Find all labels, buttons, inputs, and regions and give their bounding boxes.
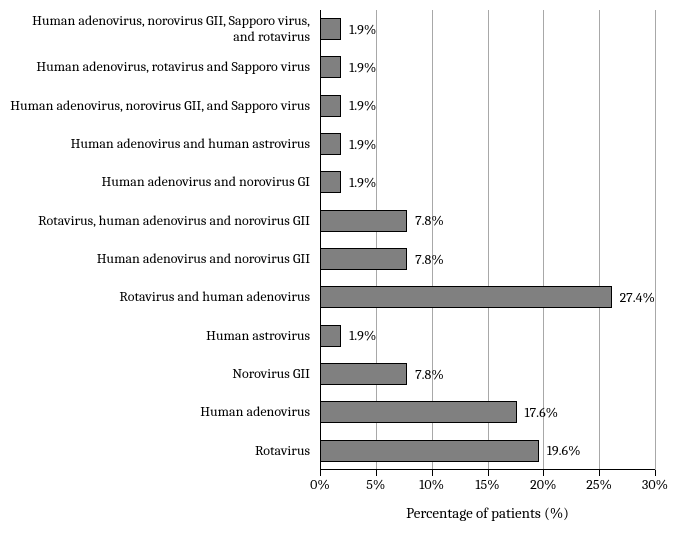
plot-area: Human adenovirus, norovirus GII, Sapporo… (320, 10, 655, 470)
category-label: Rotavirus, human adenovirus and noroviru… (10, 213, 320, 229)
chart-row: Human adenovirus and norovirus GI1.9% (320, 163, 655, 201)
x-tick-label: 0% (310, 476, 330, 493)
category-label: Human adenovirus and norovirus GI (10, 174, 320, 190)
bar (320, 440, 539, 462)
chart-row: Rotavirus19.6% (320, 432, 655, 470)
value-label: 1.9% (341, 136, 376, 153)
category-label: Norovirus GII (10, 366, 320, 382)
category-label: Human astrovirus (10, 328, 320, 344)
x-axis-ticks: 0%5%10%15%20%25%30% (320, 470, 655, 500)
bar (320, 171, 341, 193)
virus-prevalence-chart: Human adenovirus, norovirus GII, Sapporo… (0, 0, 685, 538)
category-label: Human adenovirus (10, 404, 320, 420)
value-label: 17.6% (517, 404, 559, 421)
chart-row: Rotavirus, human adenovirus and noroviru… (320, 202, 655, 240)
gridline (655, 10, 656, 470)
value-label: 7.8% (407, 366, 444, 383)
category-label: Human adenovirus and norovirus GII (10, 251, 320, 267)
value-label: 19.6% (539, 442, 581, 459)
x-tick-label: 25% (586, 476, 612, 493)
x-tick-label: 5% (366, 476, 385, 493)
value-label: 1.9% (341, 59, 376, 76)
bar (320, 210, 407, 232)
x-tick-label: 10% (419, 476, 444, 493)
value-label: 7.8% (407, 251, 444, 268)
bar (320, 18, 341, 40)
value-label: 7.8% (407, 212, 444, 229)
x-tick-label: 20% (530, 476, 556, 493)
bar (320, 248, 407, 270)
chart-row: Human adenovirus, norovirus GII, and Sap… (320, 87, 655, 125)
value-label: 27.4% (612, 289, 655, 306)
category-label: Rotavirus (10, 443, 320, 459)
category-label: Human adenovirus, norovirus GII, and Sap… (10, 98, 320, 114)
chart-row: Human astrovirus1.9% (320, 317, 655, 355)
chart-row: Human adenovirus and norovirus GII7.8% (320, 240, 655, 278)
y-axis-line (320, 10, 321, 470)
category-label: Human adenovirus, norovirus GII, Sapporo… (10, 13, 320, 45)
chart-row: Norovirus GII7.8% (320, 355, 655, 393)
bar (320, 325, 341, 347)
category-label: Human adenovirus and human astrovirus (10, 136, 320, 152)
value-label: 1.9% (341, 174, 376, 191)
category-label: Rotavirus and human adenovirus (10, 289, 320, 305)
chart-row: Human adenovirus, rotavirus and Sapporo … (320, 48, 655, 86)
bar (320, 95, 341, 117)
category-label: Human adenovirus, rotavirus and Sapporo … (10, 59, 320, 75)
chart-rows: Human adenovirus, norovirus GII, Sapporo… (320, 10, 655, 470)
chart-row: Human adenovirus, norovirus GII, Sapporo… (320, 10, 655, 48)
bar (320, 363, 407, 385)
chart-row: Human adenovirus17.6% (320, 393, 655, 431)
bar (320, 286, 612, 308)
bar (320, 401, 517, 423)
chart-row: Human adenovirus and human astrovirus1.9… (320, 125, 655, 163)
x-axis-title: Percentage of patients (%) (320, 504, 655, 522)
value-label: 1.9% (341, 97, 376, 114)
bar (320, 133, 341, 155)
bar (320, 56, 341, 78)
value-label: 1.9% (341, 21, 376, 38)
x-tick-label: 15% (475, 476, 499, 493)
chart-row: Rotavirus and human adenovirus27.4% (320, 278, 655, 316)
x-tick-label: 30% (642, 476, 668, 493)
value-label: 1.9% (341, 327, 376, 344)
